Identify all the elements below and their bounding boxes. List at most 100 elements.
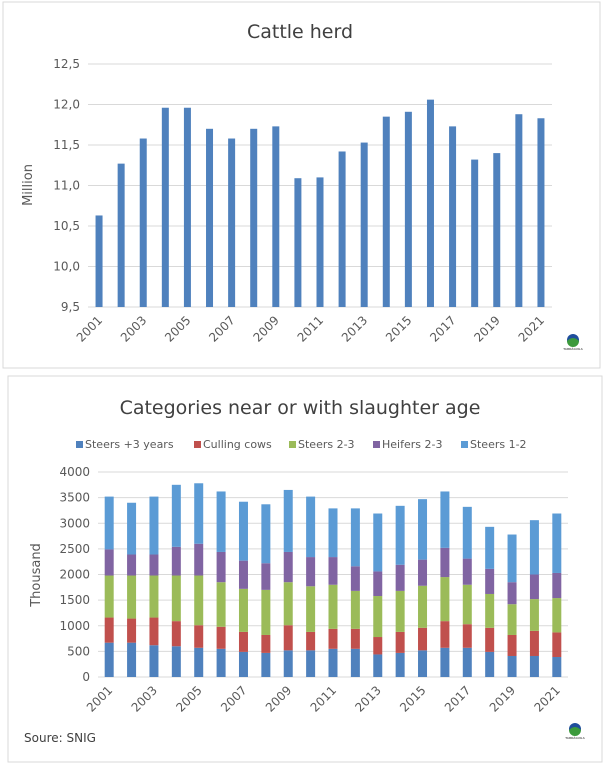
bar-segment-2012-1 [350, 628, 360, 649]
bar-segment-2019-4 [507, 534, 517, 583]
bar-segment-2013-1 [373, 637, 383, 655]
bar-segment-2001-2 [104, 575, 114, 618]
legend-swatch [194, 441, 201, 448]
bar-segment-2019-0 [507, 655, 517, 677]
bar-segment-2005-3 [194, 543, 204, 576]
bar-segment-2014-4 [395, 505, 405, 565]
bar-2002 [117, 163, 125, 307]
bar-segment-2005-2 [194, 575, 204, 626]
bar-segment-2021-0 [552, 657, 562, 677]
bar-2017 [449, 126, 457, 308]
bar-segment-2001-1 [104, 617, 114, 643]
y-tick-label: 9,5 [61, 300, 80, 314]
bar-segment-2018-3 [485, 568, 495, 594]
bar-2020 [515, 114, 523, 307]
bar-segment-2020-1 [529, 630, 539, 656]
legend-label: Steers 2-3 [298, 438, 355, 451]
logo-icon: TARDÁGUILA [565, 723, 586, 740]
y-tick-label: 11,0 [53, 179, 80, 193]
y-tick-label: 10,5 [53, 219, 80, 233]
bar-segment-2002-4 [127, 502, 137, 555]
bar-segment-2009-4 [283, 489, 293, 552]
bar-segment-2019-3 [507, 582, 517, 605]
bar-segment-2013-4 [373, 513, 383, 572]
legend-swatch [373, 441, 380, 448]
logos: TARDÁGUILA TARDÁGUILA [563, 334, 586, 740]
bar-segment-2021-4 [552, 513, 562, 573]
bar-segment-2007-4 [238, 501, 248, 561]
bar-segment-2006-2 [216, 582, 226, 627]
bar-segment-2016-2 [440, 577, 450, 622]
bar-segment-2010-3 [306, 557, 316, 587]
bar-segment-2017-2 [462, 584, 472, 625]
chart2-title: Categories near or with slaughter age [120, 397, 481, 419]
legend-label: Culling cows [203, 438, 272, 451]
bar-segment-2015-1 [418, 627, 428, 651]
bar-segment-2014-1 [395, 631, 405, 653]
bar-2018 [471, 159, 479, 307]
bar-segment-2004-0 [171, 646, 181, 677]
bar-segment-2008-1 [261, 634, 271, 653]
bar-segment-2010-4 [306, 496, 316, 558]
bar-segment-2014-0 [395, 652, 405, 677]
y-tick-label: 3500 [59, 491, 90, 505]
chart2-ylabel: Thousand [29, 543, 44, 608]
y-tick-label: 12,0 [53, 98, 80, 112]
bar-2010 [294, 178, 302, 307]
bar-segment-2011-2 [328, 584, 338, 629]
bar-segment-2019-2 [507, 604, 517, 635]
bar-segment-2007-1 [238, 631, 248, 652]
chart2-legend: Steers +3 years Culling cows Steers 2-3 Hei… [76, 438, 527, 451]
y-tick-label: 10,0 [53, 260, 80, 274]
chart1-ylabel: Million [21, 164, 36, 206]
chart1-title: Cattle herd [247, 21, 353, 43]
bar-segment-2012-4 [350, 508, 360, 567]
bar-segment-2005-1 [194, 625, 204, 648]
bar-segment-2012-3 [350, 566, 360, 591]
bar-segment-2021-2 [552, 598, 562, 633]
bar-segment-2009-3 [283, 551, 293, 583]
bar-segment-2016-1 [440, 621, 450, 648]
bar-segment-2004-1 [171, 621, 181, 647]
bar-segment-2006-0 [216, 648, 226, 677]
bar-segment-2017-4 [462, 506, 472, 559]
bar-segment-2009-1 [283, 625, 293, 651]
bar-segment-2018-0 [485, 651, 495, 677]
y-tick-label: 1000 [59, 619, 90, 633]
bar-segment-2013-3 [373, 571, 383, 597]
source-note: Soure: SNIG [24, 731, 96, 745]
bar-segment-2013-0 [373, 654, 383, 677]
bar-segment-2015-2 [418, 585, 428, 628]
bar-2015 [404, 111, 412, 307]
bar-segment-2011-1 [328, 628, 338, 649]
bar-segment-2008-2 [261, 589, 271, 635]
bar-2001 [95, 215, 103, 307]
legend-label: Heifers 2-3 [382, 438, 442, 451]
bar-segment-2011-0 [328, 648, 338, 677]
bar-segment-2001-4 [104, 496, 114, 550]
bar-segment-2005-0 [194, 647, 204, 677]
bar-2013 [360, 142, 368, 307]
legend-swatch [461, 441, 468, 448]
bar-segment-2011-4 [328, 508, 338, 558]
bar-segment-2018-2 [485, 593, 495, 628]
bar-segment-2020-3 [529, 574, 539, 600]
bar-segment-2014-2 [395, 590, 405, 632]
bar-segment-2018-4 [485, 526, 495, 569]
bar-segment-2007-0 [238, 651, 248, 677]
y-tick-label: 0 [82, 670, 90, 684]
legend-swatch [289, 441, 296, 448]
bar-segment-2003-4 [149, 496, 159, 555]
bar-segment-2012-2 [350, 590, 360, 629]
bar-segment-2020-4 [529, 520, 539, 575]
bar-segment-2021-3 [552, 572, 562, 599]
bar-segment-2007-2 [238, 588, 248, 632]
y-tick-label: 4000 [59, 465, 90, 479]
bar-segment-2013-2 [373, 596, 383, 638]
y-tick-label: 3000 [59, 516, 90, 530]
legend-label: Steers +3 years [85, 438, 174, 451]
bar-segment-2014-3 [395, 564, 405, 591]
bar-segment-2020-0 [529, 655, 539, 677]
bar-segment-2015-3 [418, 559, 428, 586]
logo-text: TARDÁGUILA [565, 735, 585, 740]
